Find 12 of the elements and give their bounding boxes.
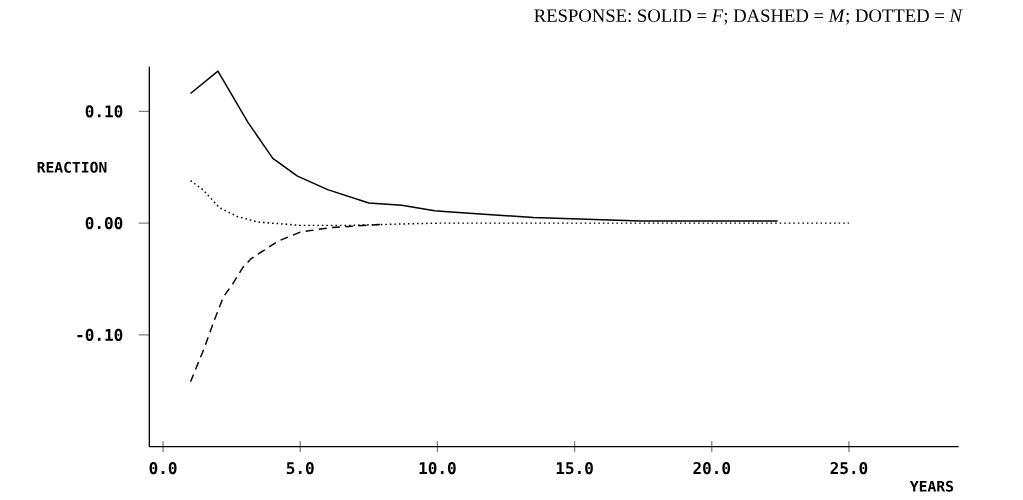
y-tick-label: 0.10: [85, 105, 123, 118]
x-tick-label: 20.0: [693, 462, 731, 475]
chart-title: RESPONSE: SOLID = F; DASHED = M; DOTTED = N: [534, 9, 963, 25]
y-axis-title: REACTION: [37, 161, 107, 173]
x-tick-label: 10.0: [419, 462, 456, 475]
y-tick-label: 0.00: [85, 217, 123, 230]
x-tick-label: 15.0: [556, 462, 593, 475]
x-tick-label: 5.0: [286, 462, 314, 475]
x-tick-label: 0.0: [149, 462, 177, 475]
x-tick-label: 25.0: [830, 462, 868, 475]
y-tick-label: -0.10: [77, 328, 123, 341]
x-axis-title: YEARS: [909, 480, 954, 492]
